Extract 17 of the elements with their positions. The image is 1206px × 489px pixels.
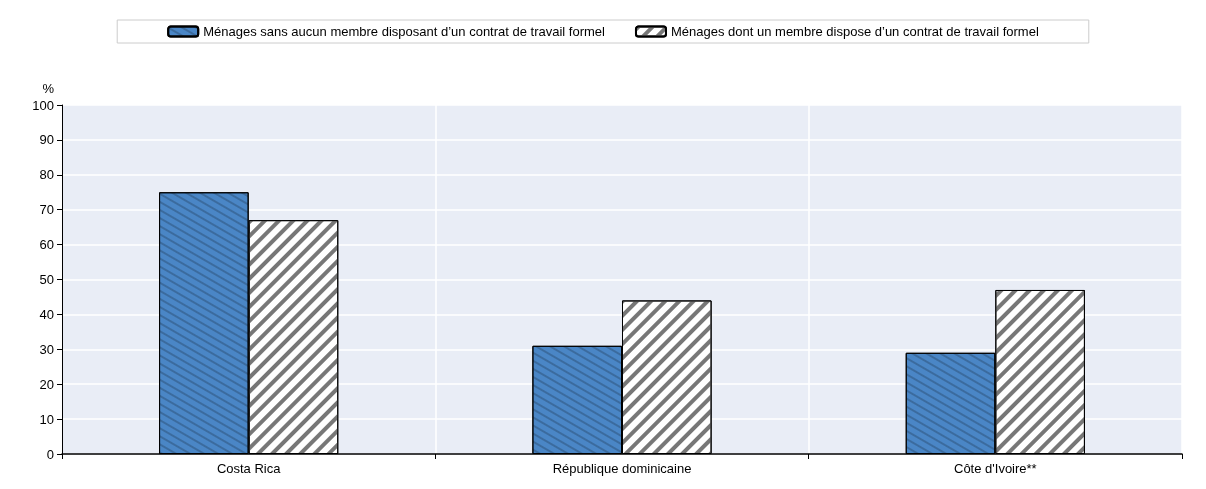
y-tick-label: 60 — [39, 237, 54, 253]
y-tick-label: 30 — [39, 341, 54, 357]
y-tick-label: 90 — [39, 132, 54, 148]
x-tick-label: République dominicaine — [552, 461, 692, 476]
y-tick-label: 100 — [32, 97, 54, 113]
y-axis-title: % — [42, 81, 55, 96]
x-tick-label: Costa Rica — [216, 461, 282, 476]
y-tick-label: 20 — [39, 376, 54, 392]
y-tick-label: 70 — [39, 202, 54, 218]
y-tick-label: 0 — [46, 446, 54, 462]
y-tick-label: 10 — [39, 411, 54, 427]
y-tick-label: 80 — [39, 167, 54, 183]
y-tick-label: 50 — [39, 272, 54, 287]
legend-label: Ménages dont un membre dispose d’un contrat de travail formel — [670, 24, 1039, 39]
y-tick-label: 40 — [39, 306, 54, 322]
x-tick-label: Côte d'Ivoire** — [953, 461, 1037, 476]
legend-label: Ménages sans aucun membre disposant d’un contrat de travail formel — [203, 24, 606, 39]
